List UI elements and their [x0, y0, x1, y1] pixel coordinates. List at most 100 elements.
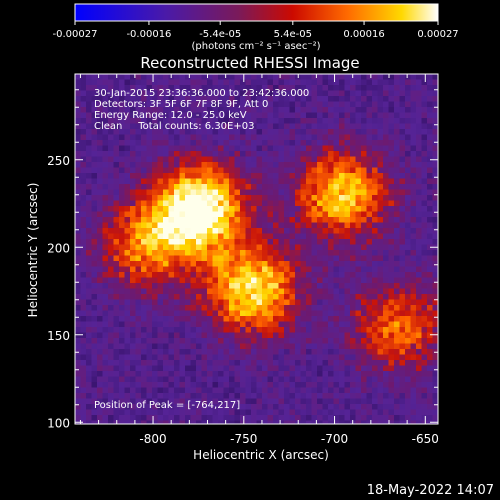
- heatmap-cell: [284, 123, 290, 130]
- heatmap-cell: [146, 167, 153, 174]
- heatmap-cell: [410, 189, 417, 196]
- heatmap-cell: [251, 200, 257, 207]
- heatmap-cell: [80, 332, 87, 339]
- heatmap-cell: [344, 299, 351, 306]
- heatmap-cell: [152, 332, 158, 339]
- heatmap-cell: [355, 255, 362, 262]
- heatmap-cell: [311, 129, 318, 135]
- heatmap-cell: [146, 349, 153, 355]
- heatmap-cell: [207, 211, 213, 218]
- heatmap-cell: [394, 398, 400, 405]
- heatmap-cell: [366, 415, 373, 421]
- heatmap-cell: [245, 217, 252, 223]
- heatmap-cell: [135, 244, 142, 251]
- heatmap-cell: [289, 360, 296, 366]
- heatmap-cell: [141, 206, 147, 212]
- heatmap-cell: [388, 200, 395, 207]
- heatmap-cell: [416, 387, 422, 394]
- heatmap-cell: [267, 217, 274, 223]
- heatmap-cell: [97, 354, 103, 361]
- heatmap-cell: [207, 129, 213, 135]
- heatmap-cell: [427, 162, 433, 168]
- heatmap-cell: [174, 96, 180, 102]
- heatmap-cell: [152, 189, 158, 196]
- heatmap-cell: [295, 239, 301, 245]
- heatmap-cell: [278, 404, 285, 410]
- heatmap-cell: [80, 184, 87, 190]
- heatmap-cell: [152, 145, 158, 152]
- heatmap-cell: [152, 294, 158, 300]
- heatmap-cell: [344, 118, 351, 124]
- heatmap-cell: [432, 332, 439, 339]
- heatmap-cell: [421, 140, 428, 146]
- heatmap-cell: [284, 206, 290, 212]
- heatmap-cell: [328, 74, 334, 80]
- heatmap-cell: [383, 321, 389, 328]
- heatmap-cell: [427, 184, 433, 190]
- heatmap-cell: [372, 173, 378, 179]
- heatmap-cell: [383, 200, 389, 207]
- heatmap-cell: [223, 371, 230, 377]
- heatmap-cell: [289, 387, 296, 394]
- heatmap-cell: [421, 321, 428, 328]
- heatmap-cell: [421, 79, 428, 86]
- heatmap-cell: [421, 398, 428, 405]
- heatmap-cell: [97, 79, 103, 86]
- heatmap-cell: [256, 382, 263, 388]
- heatmap-cell: [251, 244, 257, 251]
- heatmap-cell: [102, 305, 109, 311]
- heatmap-cell: [322, 261, 329, 267]
- heatmap-cell: [174, 376, 180, 383]
- heatmap-cell: [157, 151, 164, 157]
- heatmap-cell: [102, 288, 109, 295]
- heatmap-cell: [267, 96, 274, 102]
- heatmap-cell: [130, 195, 136, 201]
- heatmap-cell: [157, 101, 164, 108]
- heatmap-cell: [350, 211, 356, 218]
- heatmap-cell: [432, 173, 439, 179]
- heatmap-cell: [223, 228, 230, 234]
- heatmap-cell: [405, 140, 411, 146]
- heatmap-cell: [289, 415, 296, 421]
- heatmap-cell: [86, 415, 92, 421]
- heatmap-cell: [80, 228, 87, 234]
- heatmap-cell: [289, 79, 296, 86]
- heatmap-cell: [300, 398, 307, 405]
- heatmap-cell: [377, 145, 384, 152]
- heatmap-cell: [328, 250, 334, 256]
- heatmap-cell: [190, 101, 197, 108]
- heatmap-cell: [278, 382, 285, 388]
- heatmap-cell: [240, 305, 246, 311]
- heatmap-cell: [190, 178, 197, 185]
- heatmap-cell: [174, 343, 180, 350]
- heatmap-cell: [91, 409, 98, 416]
- heatmap-cell: [218, 420, 224, 425]
- heatmap-cell: [185, 404, 191, 410]
- heatmap-cell: [432, 206, 439, 212]
- heatmap-cell: [130, 118, 136, 124]
- heatmap-cell: [75, 360, 81, 366]
- heatmap-cell: [146, 228, 153, 234]
- heatmap-cell: [295, 112, 301, 119]
- heatmap-cell: [245, 85, 252, 91]
- heatmap-cell: [300, 74, 307, 80]
- heatmap-cell: [377, 85, 384, 91]
- heatmap-cell: [317, 217, 323, 223]
- heatmap-cell: [201, 250, 208, 256]
- heatmap-cell: [179, 178, 186, 185]
- heatmap-cell: [201, 79, 208, 86]
- heatmap-cell: [416, 195, 422, 201]
- heatmap-cell: [256, 217, 263, 223]
- heatmap-cell: [80, 349, 87, 355]
- heatmap-cell: [141, 354, 147, 361]
- heatmap-cell: [212, 382, 219, 388]
- heatmap-cell: [383, 420, 389, 425]
- heatmap-cell: [207, 376, 213, 383]
- heatmap-cell: [97, 107, 103, 113]
- heatmap-cell: [295, 173, 301, 179]
- heatmap-cell: [229, 151, 235, 157]
- heatmap-cell: [267, 107, 274, 113]
- heatmap-cell: [223, 266, 230, 273]
- heatmap-cell: [190, 288, 197, 295]
- heatmap-cell: [295, 266, 301, 273]
